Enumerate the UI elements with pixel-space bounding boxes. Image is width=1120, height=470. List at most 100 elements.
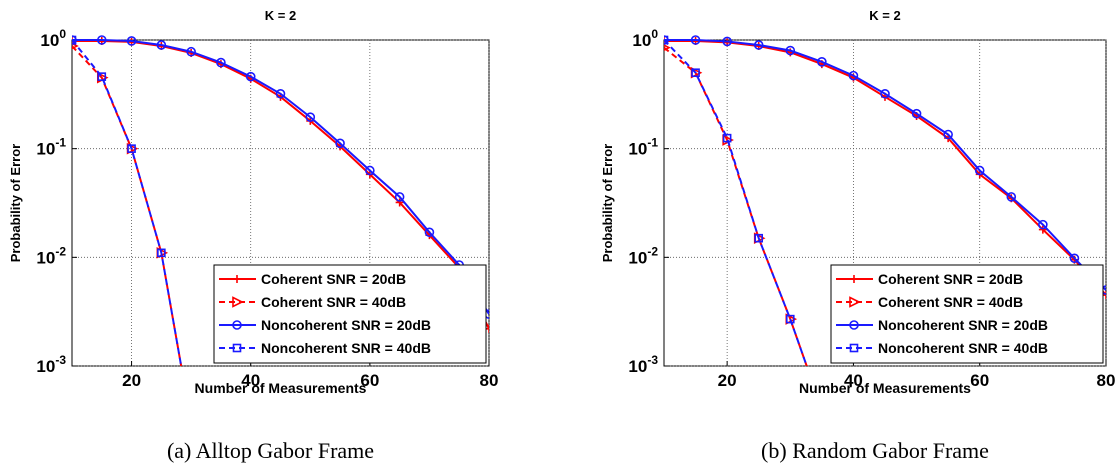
series-line [664, 39, 808, 366]
marker [691, 68, 700, 78]
marker [395, 198, 404, 207]
marker [943, 129, 953, 140]
y-tick-label: 10-3 [628, 353, 658, 376]
x-tick-label: 60 [970, 371, 989, 390]
marker [186, 46, 196, 57]
series-line [72, 39, 183, 366]
marker [127, 144, 136, 153]
marker [818, 406, 825, 413]
legend-label: Coherent SNR = 40dB [261, 294, 406, 310]
marker [880, 88, 890, 99]
marker [974, 165, 985, 176]
marker [1006, 192, 1017, 202]
marker [664, 44, 671, 52]
marker [848, 70, 859, 81]
y-tick-label: 10-2 [36, 244, 66, 267]
marker [216, 57, 226, 68]
x-tick-label: 80 [480, 371, 499, 390]
tick-base: 10 [36, 357, 55, 376]
chart-title: K = 2 [265, 8, 296, 23]
marker [849, 343, 859, 353]
tick-base: 10 [36, 248, 55, 267]
tick-base: 10 [632, 31, 651, 50]
x-axis-label: Number of Measurements [799, 380, 971, 396]
marker [232, 320, 242, 330]
x-tick-label: 80 [1097, 371, 1116, 390]
y-tick-label: 10-2 [628, 244, 658, 267]
legend-label: Coherent SNR = 20dB [261, 271, 406, 287]
x-axis-label: Number of Measurements [195, 380, 367, 396]
marker [849, 296, 861, 308]
y-axis-label: Probability of Error [600, 144, 615, 262]
y-tick-label: 10-1 [628, 136, 658, 159]
marker [335, 138, 345, 149]
tick-base: 10 [628, 140, 647, 159]
marker [754, 233, 764, 243]
tick-base: 10 [628, 357, 647, 376]
marker [394, 192, 405, 202]
marker [785, 45, 796, 56]
x-tick-label: 60 [360, 371, 379, 390]
marker [305, 112, 316, 122]
tick-exponent: -2 [55, 244, 66, 258]
marker [753, 40, 764, 50]
marker [233, 275, 241, 283]
marker [365, 165, 375, 176]
legend-label: Noncoherent SNR = 40dB [261, 340, 431, 356]
caption: (a) Alltop Gabor Frame [167, 438, 374, 463]
legend-label: Noncoherent SNR = 20dB [878, 317, 1048, 333]
marker [157, 248, 166, 258]
marker [785, 314, 795, 324]
legend-box [213, 264, 487, 364]
legend: Coherent SNR = 20dB Coherent SNR = 40dB No… [830, 264, 1104, 364]
tick-exponent: 0 [651, 27, 658, 41]
tick-exponent: -3 [647, 353, 658, 367]
y-axis-label: Probability of Error [8, 144, 23, 262]
x-tick-label: 40 [241, 371, 260, 390]
series-group [72, 35, 489, 427]
legend-label: Coherent SNR = 20dB [878, 271, 1023, 287]
x-tick-label: 20 [718, 371, 737, 390]
tick-base: 10 [40, 31, 59, 50]
legend: Coherent SNR = 20dB Coherent SNR = 40dB No… [213, 264, 487, 364]
marker [1069, 253, 1080, 264]
marker [911, 108, 922, 119]
tick-exponent: 0 [59, 27, 66, 41]
marker [1038, 225, 1047, 234]
marker [424, 227, 435, 238]
marker [850, 275, 858, 283]
marker [156, 40, 167, 50]
marker [187, 418, 196, 427]
marker [72, 35, 77, 45]
tick-exponent: -1 [647, 136, 658, 150]
marker [690, 35, 701, 45]
marker [188, 419, 195, 426]
marker [1038, 219, 1048, 230]
marker [245, 71, 256, 82]
marker [817, 57, 827, 67]
marker [97, 72, 107, 81]
y-tick-label: 10-1 [36, 136, 66, 159]
y-tick-label: 100 [632, 27, 658, 50]
tick-exponent: -2 [647, 244, 658, 258]
tick-base: 10 [36, 140, 55, 159]
marker [232, 296, 244, 308]
marker [722, 36, 732, 47]
marker [664, 35, 669, 45]
marker [126, 36, 137, 46]
y-tick-label: 100 [40, 27, 66, 50]
legend-box [830, 264, 1104, 364]
legend-label: Coherent SNR = 40dB [878, 294, 1023, 310]
marker [232, 343, 242, 353]
tick-exponent: -3 [55, 353, 66, 367]
marker [96, 35, 107, 45]
tick-base: 10 [628, 248, 647, 267]
marker [849, 320, 859, 330]
y-tick-label: 10-3 [36, 353, 66, 376]
series-line [664, 39, 1106, 291]
legend-label: Noncoherent SNR = 40dB [878, 340, 1048, 356]
marker [275, 88, 286, 99]
